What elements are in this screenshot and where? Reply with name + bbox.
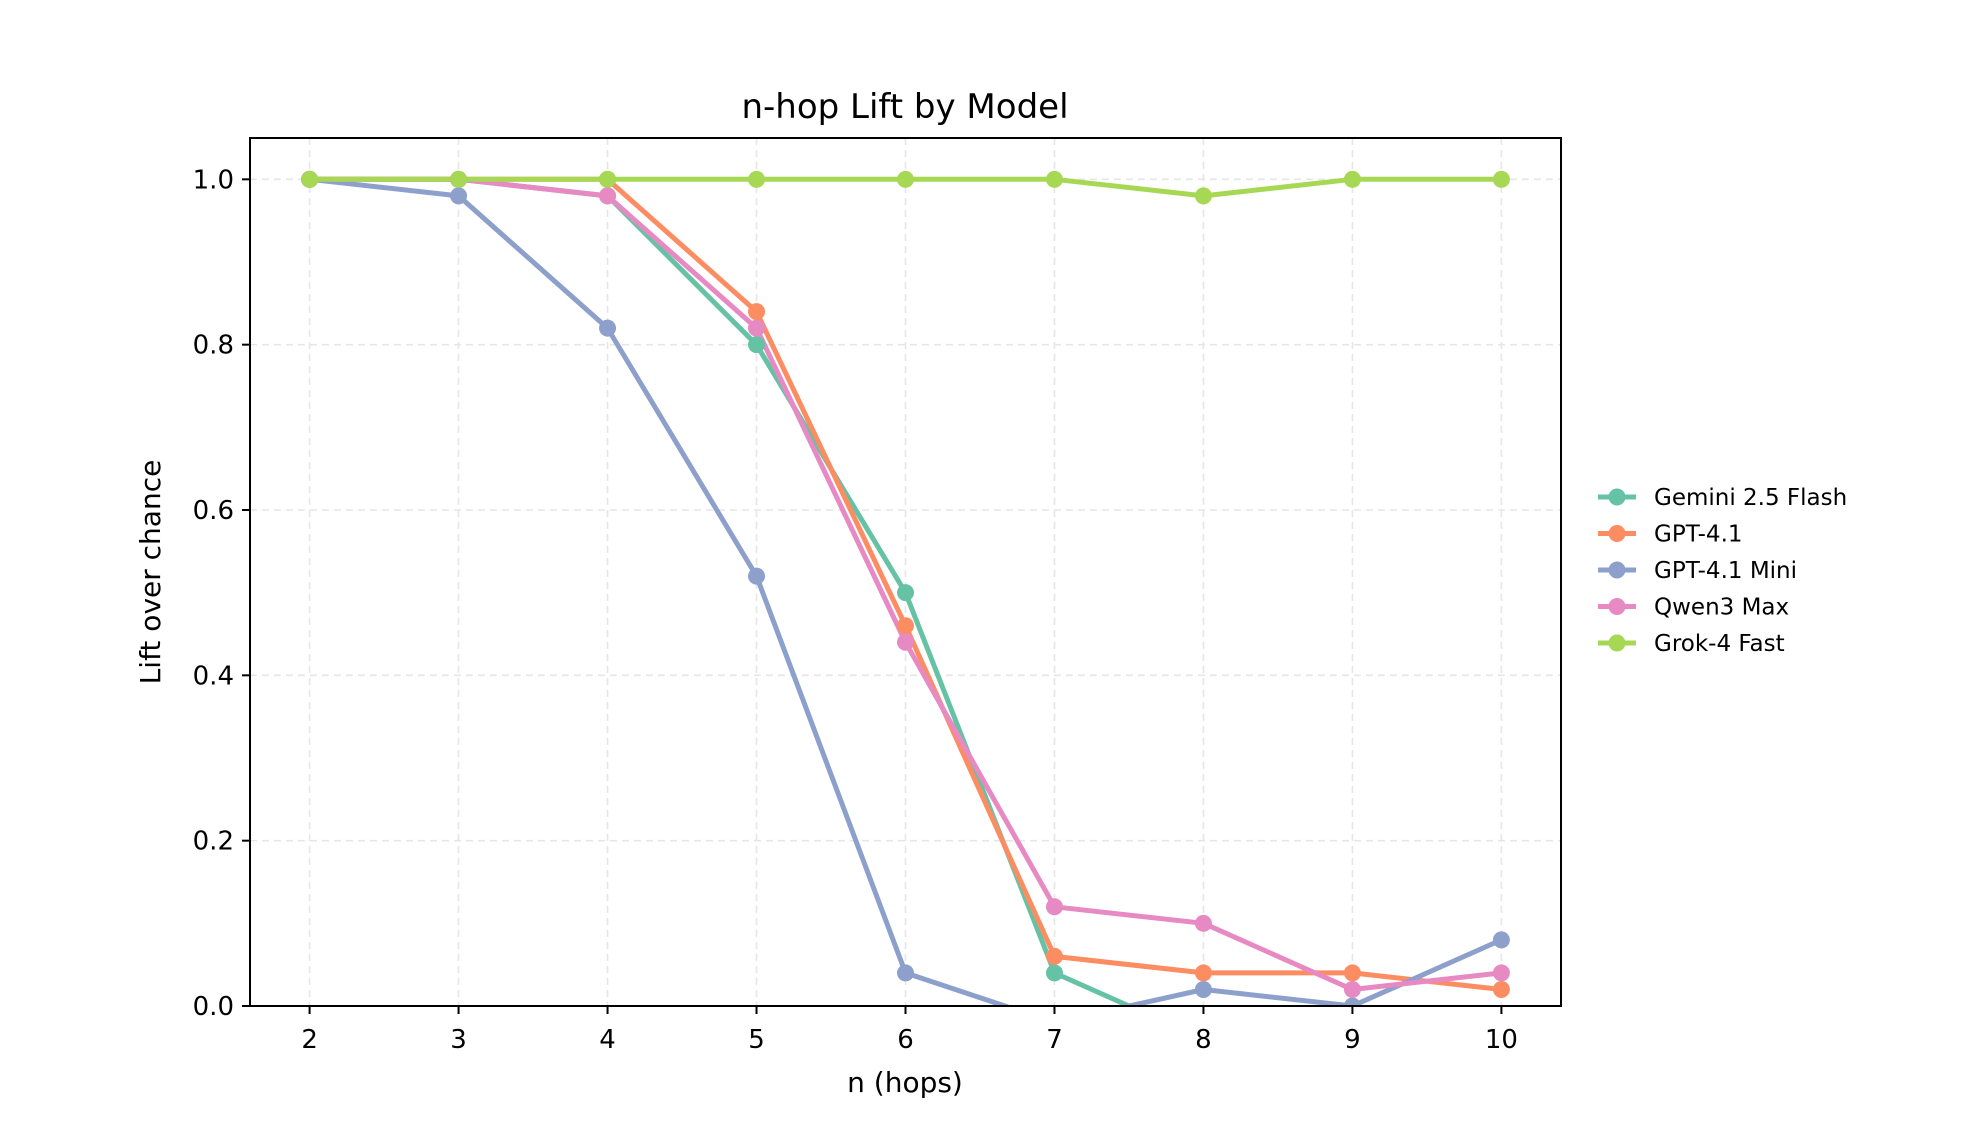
x-axis-label: n (hops) — [847, 1066, 963, 1099]
grid-lines — [250, 138, 1561, 1007]
data-point — [1492, 964, 1510, 982]
data-point — [748, 567, 766, 585]
y-tick-label: 1.0 — [193, 165, 234, 195]
legend-marker-swatch — [1608, 598, 1626, 615]
x-tick-label: 9 — [1344, 1025, 1361, 1055]
y-tick-label: 0.6 — [193, 496, 234, 526]
data-point — [301, 170, 319, 188]
data-point — [748, 336, 766, 354]
legend-marker-swatch — [1608, 525, 1626, 542]
data-point — [748, 303, 766, 321]
series-markers — [301, 170, 1510, 1006]
x-tick-label: 5 — [748, 1025, 765, 1055]
data-point — [599, 187, 617, 205]
data-point — [897, 964, 914, 982]
x-tick-label: 3 — [450, 1025, 467, 1055]
y-tick-label: 0.4 — [193, 661, 234, 691]
y-tick-label: 0.2 — [193, 827, 234, 857]
x-tick-label: 4 — [599, 1025, 616, 1055]
data-point — [1492, 980, 1510, 998]
x-tick-label: 6 — [897, 1025, 914, 1055]
data-point — [897, 617, 914, 635]
y-tick-label: 0.0 — [193, 992, 234, 1022]
data-point — [1045, 964, 1063, 982]
data-point — [1045, 947, 1063, 965]
x-tick-label: 8 — [1195, 1025, 1212, 1055]
x-tick-label: 10 — [1485, 1025, 1518, 1055]
legend-marker-swatch — [1608, 488, 1626, 506]
x-tick-label: 7 — [1046, 1025, 1063, 1055]
data-point — [450, 187, 468, 205]
data-point — [897, 584, 914, 602]
data-point — [748, 319, 766, 337]
legend-entry-label: Gemini 2.5 Flash — [1654, 485, 1847, 511]
data-point — [1194, 980, 1212, 998]
data-point — [1343, 170, 1361, 188]
data-point — [1343, 980, 1361, 998]
axes: 2 3 4 5 6 7 8 9 10 0.0 0.2 0.4 0.6 0.8 1.0 — [193, 165, 1518, 1055]
data-point — [1492, 931, 1510, 949]
data-point — [1343, 964, 1361, 982]
data-point — [897, 633, 914, 651]
data-point — [450, 170, 468, 188]
data-point — [1194, 187, 1212, 205]
data-point — [897, 170, 914, 188]
data-point — [1492, 170, 1510, 188]
x-tick-label: 2 — [301, 1025, 318, 1055]
data-point — [1045, 170, 1063, 188]
data-point — [1194, 964, 1212, 982]
legend-entry-label: Grok-4 Fast — [1654, 631, 1785, 657]
legend-entry-label: GPT-4.1 Mini — [1654, 558, 1797, 584]
data-point — [599, 170, 617, 188]
data-point — [1045, 898, 1063, 916]
chart-title: n-hop Lift by Model — [741, 87, 1068, 127]
y-tick-label: 0.8 — [193, 331, 234, 361]
legend-marker-swatch — [1608, 634, 1626, 652]
data-point — [748, 170, 766, 188]
legend-entry-label: GPT-4.1 — [1654, 522, 1743, 548]
y-axis-label: Lift over chance — [134, 460, 167, 685]
data-point — [1194, 914, 1212, 932]
legend: Gemini 2.5 Flash GPT-4.1 GPT-4.1 Mini Qwen3… — [1598, 485, 1847, 657]
legend-marker-swatch — [1608, 561, 1626, 579]
data-point — [1343, 997, 1361, 1006]
data-point — [599, 319, 617, 337]
legend-entry-label: Qwen3 Max — [1654, 595, 1789, 621]
